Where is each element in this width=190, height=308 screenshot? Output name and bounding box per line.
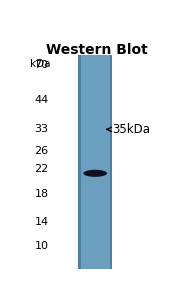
- Text: 35kDa: 35kDa: [112, 123, 150, 136]
- Text: 22: 22: [34, 164, 49, 174]
- Bar: [78, 55, 112, 270]
- Ellipse shape: [83, 170, 107, 177]
- Text: 10: 10: [35, 241, 49, 251]
- Text: 44: 44: [34, 95, 49, 105]
- Bar: [78, 55, 81, 270]
- Text: 18: 18: [34, 189, 49, 199]
- Text: 26: 26: [34, 146, 49, 156]
- Text: 33: 33: [35, 124, 49, 134]
- Text: kDa: kDa: [30, 59, 50, 68]
- Bar: [110, 55, 112, 270]
- Text: Western Blot: Western Blot: [47, 43, 148, 57]
- Text: 14: 14: [34, 217, 49, 227]
- Text: 70: 70: [34, 60, 49, 71]
